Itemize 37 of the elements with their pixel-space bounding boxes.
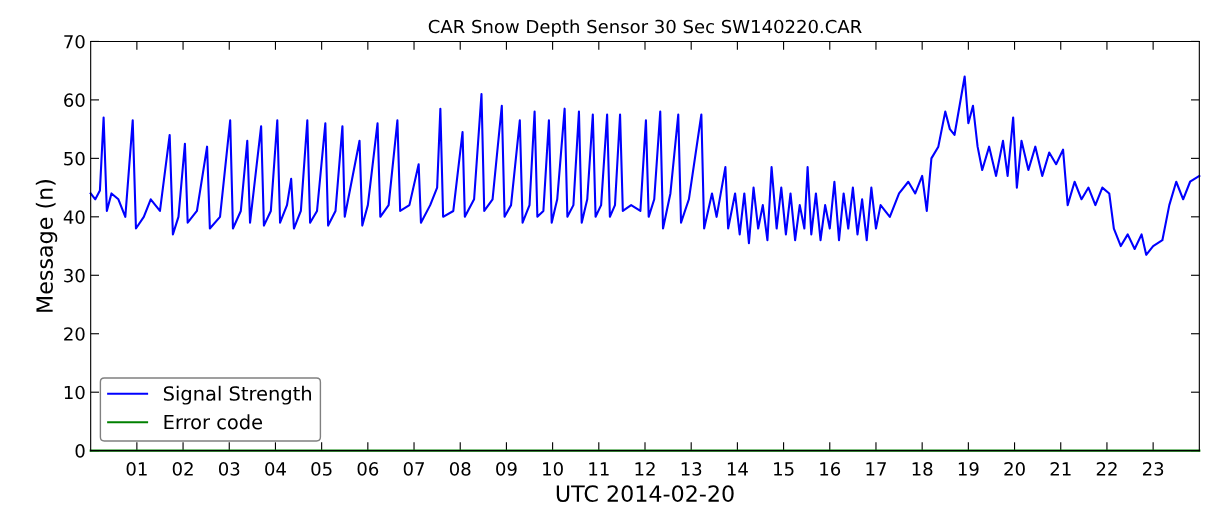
y-tick-label: 0 (75, 444, 85, 458)
y-tick-label: 50 (64, 151, 85, 166)
line-series (89, 75, 1201, 256)
x-tick-label: 22 (1096, 462, 1117, 476)
x-tick-label: 04 (265, 462, 286, 476)
x-tick-label: 16 (820, 462, 841, 476)
x-tick-label: 09 (496, 462, 517, 476)
x-tick-label: 21 (1050, 462, 1071, 476)
x-tick-label: 03 (218, 462, 240, 476)
x-tick-label: 18 (912, 462, 933, 476)
x-tick-label: 02 (172, 462, 193, 476)
y-tick-label: 70 (64, 34, 85, 49)
y-tick-label: 40 (63, 210, 85, 224)
legend-label: Signal Strength (163, 385, 311, 405)
y-tick-label: 30 (64, 268, 85, 283)
x-tick-label: 01 (126, 462, 147, 476)
x-tick-label: 23 (1142, 462, 1164, 476)
y-tick-label: 10 (64, 385, 85, 400)
legend-label: Error code (164, 414, 263, 430)
x-tick-label: 07 (403, 462, 424, 476)
x-tick-label: 19 (958, 462, 979, 476)
x-tick-label: 20 (1004, 462, 1025, 476)
x-tick-label: 14 (727, 462, 748, 476)
chart-title: CAR Snow Depth Sensor 30 Sec SW140220.CAR (428, 19, 862, 37)
x-tick-label: 10 (543, 462, 563, 476)
y-tick-label: 20 (64, 327, 85, 341)
x-axis-title: UTC 2014-02-20 (556, 485, 734, 502)
x-tick-label: 13 (681, 462, 702, 476)
x-tick-label: 08 (449, 462, 471, 476)
x-tick-label: 05 (311, 462, 332, 476)
y-axis-title: Message (n) (35, 180, 58, 312)
x-tick-label: 11 (589, 462, 609, 476)
x-tick-label: 06 (357, 462, 379, 476)
x-tick-label: 17 (866, 462, 886, 476)
x-tick-label: 12 (635, 462, 655, 476)
x-tick-label: 15 (774, 462, 794, 476)
y-tick-label: 60 (64, 93, 85, 108)
